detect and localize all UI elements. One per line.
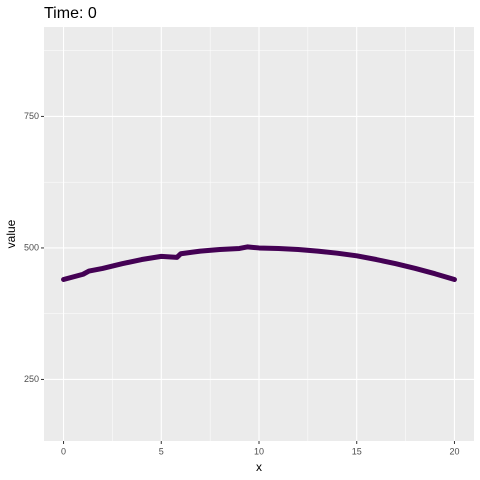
y-axis-label: value bbox=[4, 219, 18, 248]
y-tick-label: 250 bbox=[24, 374, 39, 384]
line bbox=[61, 244, 457, 283]
x-tick-label: 5 bbox=[159, 446, 164, 456]
plot bbox=[61, 244, 457, 283]
y-tick-label: 500 bbox=[24, 242, 39, 252]
x-tick-label: 10 bbox=[254, 446, 264, 456]
y-tick-label: 750 bbox=[24, 111, 39, 121]
x-tick-label: 0 bbox=[61, 446, 66, 456]
x-tick-label: 15 bbox=[352, 446, 362, 456]
x-axis-label: x bbox=[256, 460, 262, 474]
chart-title: Time: 0 bbox=[44, 5, 97, 22]
x-tick-label: 20 bbox=[449, 446, 459, 456]
